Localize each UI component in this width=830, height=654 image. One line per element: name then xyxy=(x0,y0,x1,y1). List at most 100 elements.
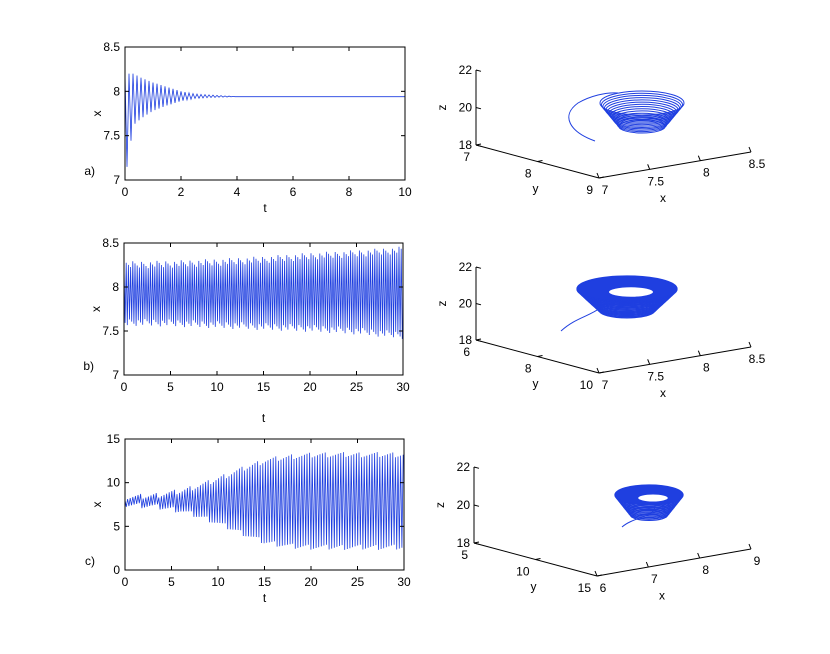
x-tick-label: 15 xyxy=(257,380,271,394)
z-tick-label: 20 xyxy=(459,297,473,311)
x-axis-label: x xyxy=(660,191,666,205)
x-tick-label: 7.5 xyxy=(647,174,664,188)
x-tick-mark xyxy=(596,172,600,179)
z-tick-label: 22 xyxy=(459,260,473,274)
z-tick-label: 20 xyxy=(457,498,471,512)
y-tick-label: 6 xyxy=(463,345,470,359)
z-axis-label: z xyxy=(433,502,447,508)
z-tick-mark xyxy=(475,69,482,72)
y-tick-label: 8 xyxy=(525,362,532,376)
z-tick-mark xyxy=(475,266,482,269)
z-tick-label: 22 xyxy=(457,460,471,474)
y-tick-label: 5 xyxy=(113,519,120,533)
x-tick-label: 10 xyxy=(210,380,224,394)
x-tick-label: 7 xyxy=(651,572,658,586)
x-axis-label: x xyxy=(660,386,666,400)
z-tick-label: 18 xyxy=(459,333,473,347)
x-tick-label: 20 xyxy=(303,380,317,394)
x-tick-mark xyxy=(697,552,701,559)
y-tick-label: 10 xyxy=(580,378,594,392)
x-tick-mark xyxy=(748,146,752,153)
x-axis-line xyxy=(598,151,752,179)
y-tick-label: 8 xyxy=(112,280,119,294)
x-tick-label: 30 xyxy=(396,380,410,394)
x-tick-label: 15 xyxy=(258,575,272,589)
x-axis-label: x xyxy=(659,589,665,603)
y-axis-label: y xyxy=(531,580,537,594)
x-tick-label: 7 xyxy=(602,183,609,197)
x-tick-label: 25 xyxy=(351,575,365,589)
y-tick-label: 10 xyxy=(107,476,121,490)
z-tick-label: 20 xyxy=(459,101,473,115)
y-tick-mark xyxy=(475,338,482,341)
series-line-1 xyxy=(124,73,405,167)
x-tick-label: 0 xyxy=(121,380,128,394)
plot-frame-1 xyxy=(124,46,406,181)
y-tick-label: 7.5 xyxy=(102,324,119,338)
x-axis-label: t xyxy=(262,411,266,425)
x-tick-mark xyxy=(594,570,598,577)
z-tick-mark xyxy=(473,504,480,507)
trajectory-loop xyxy=(601,92,683,117)
y-tick-mark xyxy=(537,355,543,357)
trajectory-loop xyxy=(599,90,685,116)
y-tick-label: 8 xyxy=(525,167,532,181)
x-tick-mark xyxy=(748,543,752,550)
y-tick-label: 5 xyxy=(461,548,468,562)
x-tick-label: 6 xyxy=(290,185,297,199)
y-tick-label: 7 xyxy=(112,368,119,382)
x-tick-label: 7 xyxy=(602,378,609,392)
y-tick-mark xyxy=(598,371,605,374)
x-axis-label: t xyxy=(263,201,267,215)
y-tick-label: 8 xyxy=(113,84,120,98)
x-tick-label: 6 xyxy=(600,581,607,595)
x-tick-mark xyxy=(645,561,649,568)
z-tick-label: 18 xyxy=(459,138,473,152)
x-tick-mark xyxy=(748,341,752,348)
trajectory-hole xyxy=(637,493,669,503)
y-tick-mark xyxy=(598,176,605,179)
x-tick-label: 8 xyxy=(346,185,353,199)
y-tick-label: 9 xyxy=(586,183,593,197)
x-tick-label: 5 xyxy=(167,380,174,394)
y-tick-label: 0 xyxy=(113,563,120,577)
x-tick-mark xyxy=(596,367,600,374)
z-tick-mark xyxy=(475,107,482,110)
series-line-2 xyxy=(123,246,403,339)
y-tick-label: 15 xyxy=(578,581,592,595)
y-axis-label: x xyxy=(90,111,104,117)
x-axis-label: t xyxy=(263,591,267,605)
x-tick-mark xyxy=(697,155,701,161)
x-tick-mark xyxy=(697,350,701,356)
x-tick-label: 7.5 xyxy=(647,369,664,383)
panel-label: b) xyxy=(83,359,94,373)
trajectory-loop xyxy=(602,94,682,119)
y-tick-mark xyxy=(535,558,541,560)
x-tick-label: 8.5 xyxy=(749,352,766,366)
y-axis-label: x xyxy=(90,502,104,508)
y-tick-mark xyxy=(475,143,482,146)
panel-label: c) xyxy=(85,554,95,568)
trajectory-tail-1 xyxy=(568,92,619,142)
y-tick-label: 7.5 xyxy=(103,129,120,143)
x-tick-label: 8 xyxy=(703,361,710,375)
y-tick-label: 7 xyxy=(113,173,120,187)
y-tick-label: 7 xyxy=(463,150,470,164)
x-axis-line xyxy=(596,548,752,577)
x-axis-line xyxy=(598,346,752,374)
x-tick-mark xyxy=(647,359,651,365)
y-axis-label: y xyxy=(533,377,539,391)
z-tick-label: 18 xyxy=(457,536,471,550)
z-tick-label: 22 xyxy=(459,63,473,77)
y-tick-mark xyxy=(537,160,543,162)
series-line-3 xyxy=(124,452,404,550)
x-tick-label: 8 xyxy=(702,563,709,577)
x-tick-label: 8.5 xyxy=(749,157,766,171)
z-tick-mark xyxy=(473,466,480,469)
x-tick-label: 9 xyxy=(754,554,761,568)
x-tick-label: 4 xyxy=(234,185,241,199)
x-tick-label: 20 xyxy=(304,575,318,589)
x-tick-label: 2 xyxy=(178,185,185,199)
y-tick-mark xyxy=(596,574,603,577)
x-tick-mark xyxy=(647,164,651,170)
